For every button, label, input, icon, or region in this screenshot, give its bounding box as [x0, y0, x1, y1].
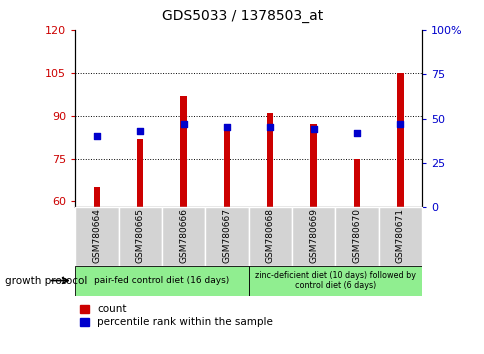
Point [266, 125, 273, 130]
Bar [223, 124, 230, 207]
Text: GSM780671: GSM780671 [395, 208, 404, 263]
Bar [93, 187, 100, 207]
Text: GSM780669: GSM780669 [308, 208, 318, 263]
Bar [310, 124, 316, 207]
Text: GSM780667: GSM780667 [222, 208, 231, 263]
Text: GSM780670: GSM780670 [352, 208, 361, 263]
Bar [205, 207, 248, 266]
Point [223, 125, 230, 130]
Text: zinc-deficient diet (10 days) followed by
control diet (6 days): zinc-deficient diet (10 days) followed b… [254, 271, 415, 290]
Point [136, 128, 144, 134]
Text: GSM780665: GSM780665 [136, 208, 144, 263]
Bar [118, 207, 162, 266]
Bar [75, 207, 118, 266]
Bar [378, 207, 421, 266]
Bar [162, 207, 205, 266]
Bar [353, 159, 360, 207]
Text: GSM780666: GSM780666 [179, 208, 188, 263]
Bar [396, 73, 403, 207]
Point [309, 126, 317, 132]
Text: GSM780668: GSM780668 [265, 208, 274, 263]
Point [179, 121, 187, 127]
Point [395, 121, 403, 127]
Bar [266, 113, 273, 207]
Bar [334, 207, 378, 266]
Bar [75, 266, 248, 296]
Text: growth protocol: growth protocol [5, 275, 87, 286]
Bar [248, 266, 421, 296]
Bar [291, 207, 334, 266]
Bar [180, 96, 186, 207]
Text: GSM780664: GSM780664 [92, 208, 101, 263]
Point [352, 130, 360, 136]
Text: pair-fed control diet (16 days): pair-fed control diet (16 days) [94, 276, 229, 285]
Text: GDS5033 / 1378503_at: GDS5033 / 1378503_at [162, 9, 322, 23]
Point [93, 133, 101, 139]
Bar [136, 138, 143, 207]
Legend: count, percentile rank within the sample: count, percentile rank within the sample [80, 304, 272, 327]
Bar [248, 207, 291, 266]
